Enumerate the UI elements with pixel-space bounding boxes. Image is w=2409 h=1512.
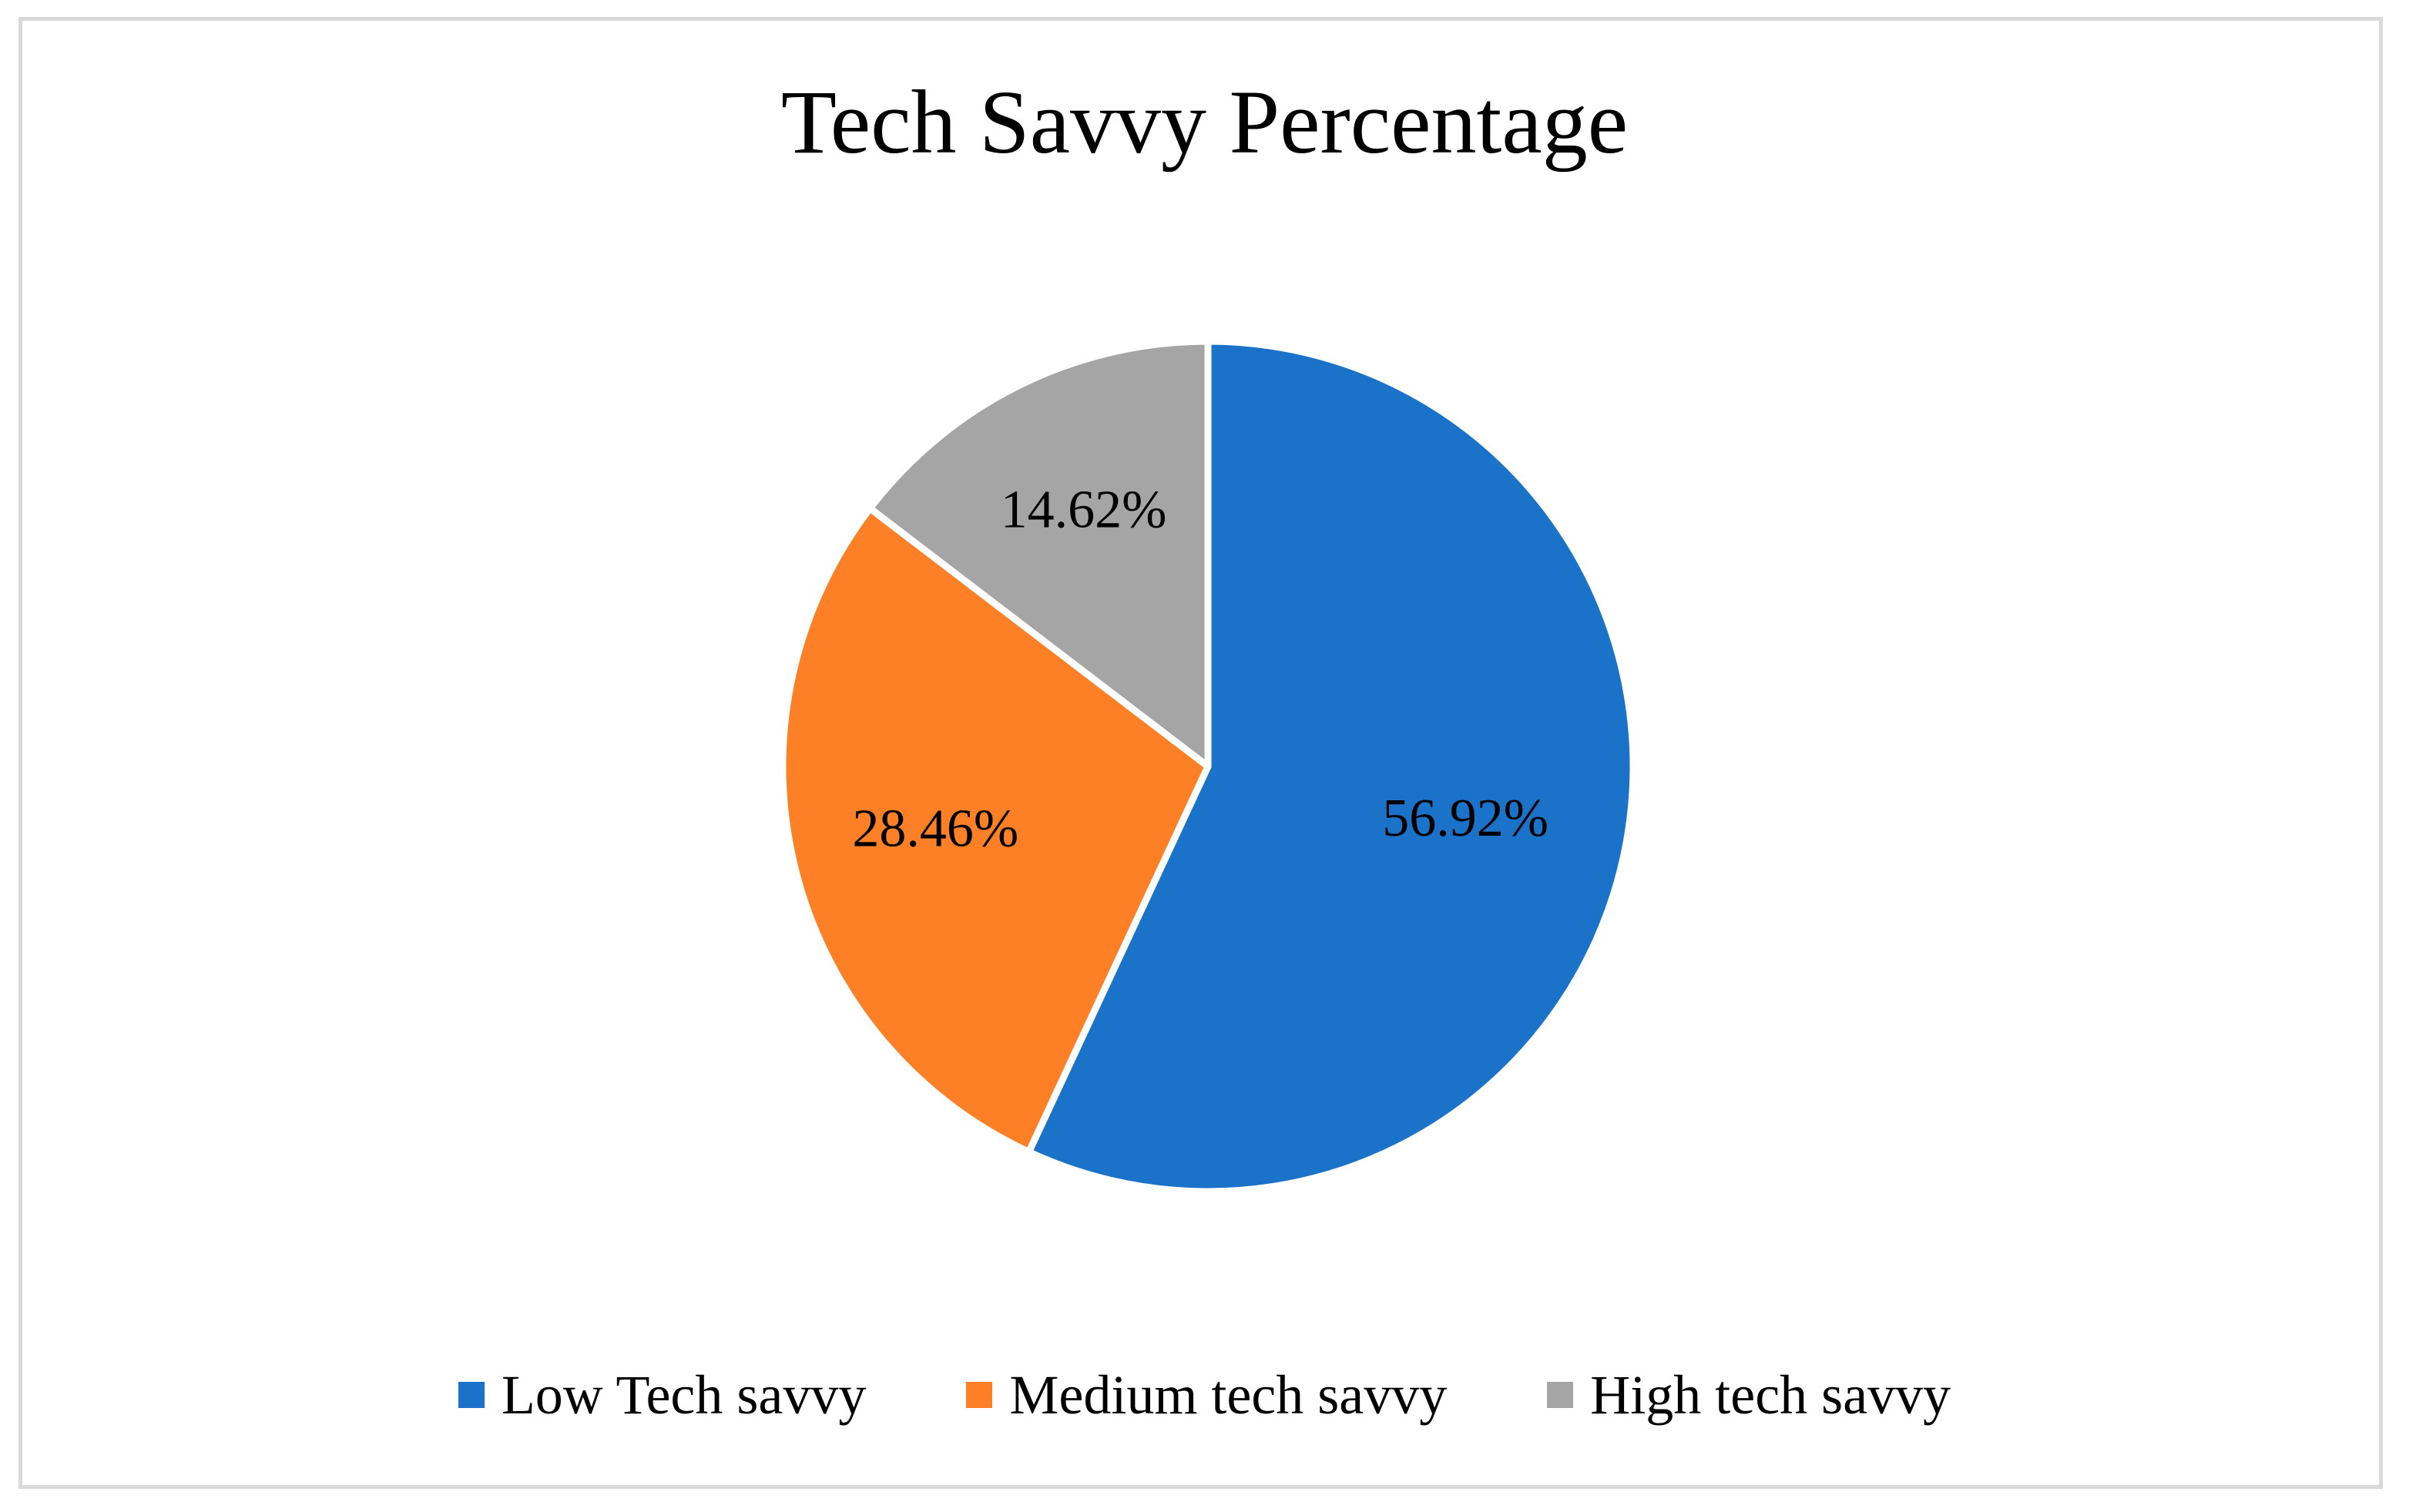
legend-swatch-medium	[966, 1382, 993, 1408]
chart-legend: Low Tech savvy Medium tech savvy High te…	[0, 1367, 2409, 1423]
pie-slice-low	[1025, 337, 1637, 1195]
legend-item-low: Low Tech savvy	[458, 1364, 867, 1426]
legend-item-medium: Medium tech savvy	[966, 1367, 1447, 1423]
legend-swatch-high	[1547, 1382, 1574, 1408]
data-label-medium: 28.46%	[852, 799, 1018, 858]
pie-slice-high	[866, 337, 1212, 770]
legend-label-high: High tech savvy	[1590, 1364, 1951, 1426]
chart-title: Tech Savvy Percentage	[780, 72, 1629, 173]
pie-slices	[779, 337, 1637, 1195]
legend-label-medium: Medium tech savvy	[1009, 1364, 1448, 1426]
legend-label-low: Low Tech savvy	[501, 1364, 867, 1426]
pie-data-labels: 56.92% 28.46% 14.62%	[852, 480, 1548, 858]
pie-slice-medium	[779, 505, 1212, 1156]
legend-item-high: High tech savvy	[1547, 1367, 1951, 1423]
data-label-low: 56.92%	[1382, 789, 1548, 848]
legend-swatch-low	[458, 1382, 485, 1408]
data-label-high: 14.62%	[1001, 480, 1167, 539]
